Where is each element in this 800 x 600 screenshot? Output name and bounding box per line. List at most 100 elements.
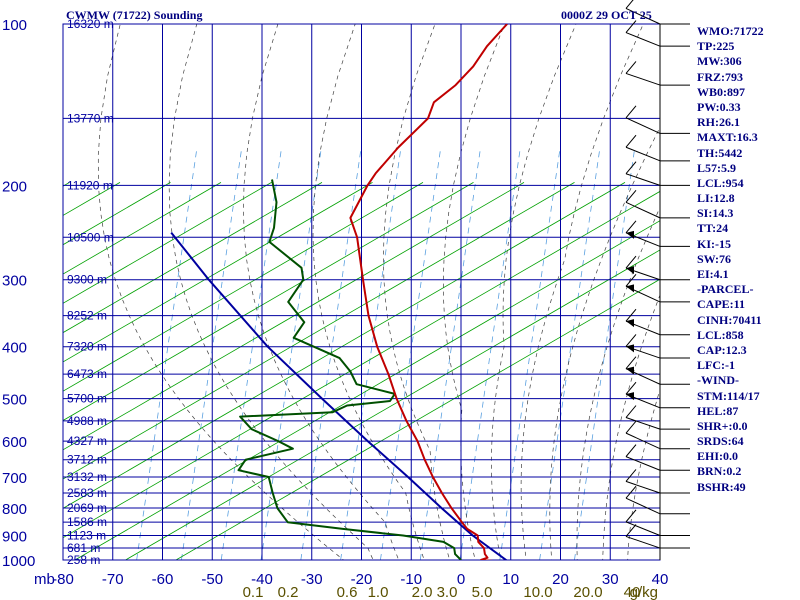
temperature-tick-label: 30 (602, 571, 619, 588)
sounding-index: KI:-15 (697, 236, 731, 251)
wind-pennant (626, 344, 634, 353)
mixing-ratio-line (340, 149, 402, 560)
temperature-tick-label: -30 (301, 571, 323, 588)
wind-barb (625, 535, 661, 549)
mixing-ratio-line (419, 149, 481, 560)
wind-barb-flag (625, 61, 637, 74)
mixing-ratio-line (499, 149, 561, 560)
wind-barb-flag (625, 220, 637, 234)
moist-adiabat (491, 24, 577, 560)
wind-barb-flag (625, 105, 637, 119)
dewpoint-line (237, 179, 462, 560)
sounding-indices: WMO:71722 TP:225 MW:306 FRZ:793 WB0:897 PW:0.… (697, 24, 764, 495)
wind-barb-flag (625, 356, 637, 369)
height-label: 1123 m (67, 528, 106, 542)
temperature-tick-label: 40 (652, 571, 669, 588)
wind-barb-flag (625, 469, 637, 482)
sounding-index: PW:0.33 (697, 99, 741, 114)
mixing-ratio-line (181, 149, 242, 560)
mixing-ratio-label: 20.0 (573, 584, 602, 600)
sounding-index: L57:5.9 (697, 160, 736, 175)
moist-adiabat (312, 24, 425, 560)
temperature-tick-label: -20 (351, 571, 373, 588)
wind-barb-flag (625, 308, 637, 322)
height-label: 16320 m (67, 17, 114, 31)
wind-barb (625, 521, 661, 536)
wind-barb (625, 417, 661, 430)
mixing-ratio-line (539, 149, 601, 560)
height-label: 8252 m (67, 309, 107, 323)
wind-barb (625, 7, 661, 25)
height-label: 2583 m (67, 486, 107, 500)
dry-adiabat (63, 182, 272, 304)
sounding-index: FRZ:793 (697, 69, 743, 84)
temperature-tick-label: -80 (52, 571, 74, 588)
height-label: 6473 m (67, 367, 107, 381)
height-label: 9300 m (67, 273, 107, 287)
pressure-tick-label: 400 (2, 340, 27, 357)
pressure-tick-label: 100 (2, 17, 27, 34)
wind-barb-flag (625, 444, 637, 457)
wind-barb (625, 72, 661, 86)
isobar-isotherm-grid (62, 23, 661, 561)
sounding-index: LCL:954 (697, 175, 744, 190)
wind-barbs (625, 0, 690, 560)
moist-adiabat (168, 24, 374, 560)
sounding-index: CAP:12.3 (697, 342, 747, 357)
wind-barb (625, 432, 661, 450)
pressure-tick-label: 200 (2, 178, 27, 195)
dry-adiabat (63, 182, 575, 480)
mixing-ratio-label: 2.0 (412, 584, 433, 600)
sounding-index: -WIND- (697, 373, 739, 388)
sounding-index: RH:26.1 (697, 115, 740, 130)
height-label: 11920 m (67, 178, 113, 192)
height-label: 1586 m (67, 515, 107, 529)
wind-barb-flag (625, 524, 637, 537)
wind-barb (625, 117, 661, 134)
mixing-ratio-unit: g/kg (630, 584, 658, 600)
dry-adiabat (63, 182, 424, 392)
mixing-ratio-label: 0.1 (243, 584, 264, 600)
dry-adiabats (63, 182, 660, 560)
sounding-index: SW:76 (697, 251, 732, 266)
sounding-index: WMO:71722 (697, 24, 764, 38)
pressure-tick-label: 1000 (2, 553, 35, 570)
dry-adiabat (74, 220, 660, 560)
mixing-ratio-label: 10.0 (523, 584, 552, 600)
sounding-index: SI:14.3 (697, 206, 734, 221)
height-label: 2069 m (67, 501, 107, 515)
wind-barb-flag (625, 20, 637, 33)
dry-adiabat (63, 182, 373, 363)
sounding-index: HEL:87 (697, 403, 739, 418)
chart-title: CWMW (71722) Sounding (66, 8, 203, 22)
pressure-tick-label: 800 (2, 501, 27, 518)
height-label: 10500 m (67, 230, 114, 244)
height-label: 3712 m (67, 453, 107, 467)
wind-barb-flag (625, 420, 637, 434)
temperature-tick-label: 0 (457, 571, 465, 588)
wind-barb-flag (625, 509, 637, 523)
dry-adiabat (63, 182, 626, 509)
wind-barb-flag (625, 255, 637, 269)
wind-barb (625, 32, 661, 47)
pressure-tick-label: 700 (2, 470, 27, 487)
sounding-index: TH:5442 (697, 145, 743, 160)
height-label: 5700 m (67, 392, 107, 406)
temperature-tick-label: -60 (152, 571, 174, 588)
height-label: 681 m (67, 541, 100, 555)
wind-pennant (626, 319, 634, 328)
chart-datetime: 0000Z 29 OCT 25 (561, 8, 652, 22)
moist-adiabat (549, 126, 660, 560)
moist-adiabat (383, 24, 451, 560)
wind-pennant (626, 366, 634, 375)
mixing-ratio-line (380, 149, 441, 560)
wind-barb-flag (625, 381, 637, 395)
mixing-ratio-line (136, 149, 198, 560)
wind-barb-flag (625, 334, 637, 347)
wind-barb (625, 480, 661, 494)
wind-pennant (626, 284, 634, 293)
temperature-tick-label: 10 (502, 571, 519, 588)
sounding-index: EI:4.1 (697, 267, 729, 281)
